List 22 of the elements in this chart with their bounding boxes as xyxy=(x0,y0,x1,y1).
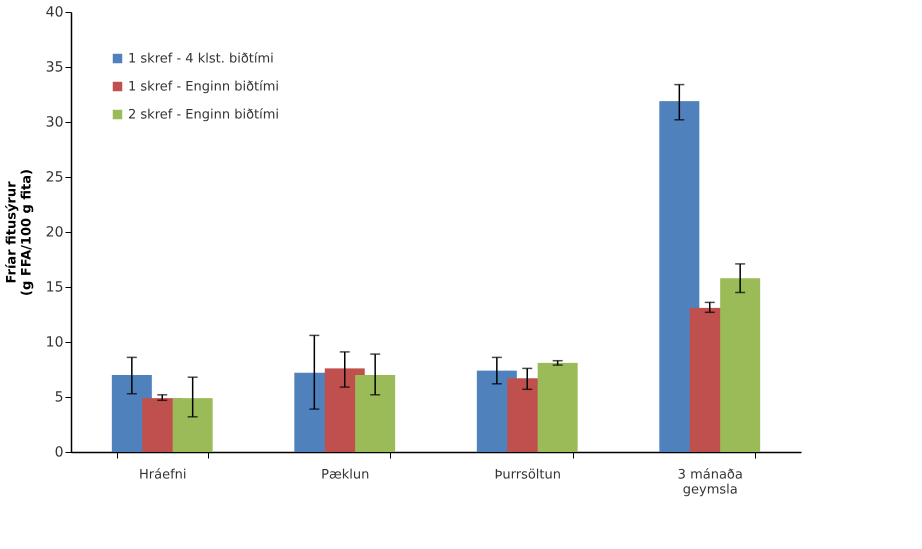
y-axis-title: Fríar fitusýrur (g FFA/100 g fita) xyxy=(4,169,35,296)
x-tick-label: Pæklun xyxy=(321,468,370,482)
y-tick-label: 25 xyxy=(46,170,64,186)
legend-label: 1 skref - Enginn biðtími xyxy=(128,80,280,94)
y-tick-label: 0 xyxy=(54,444,64,460)
bar xyxy=(659,101,700,452)
x-tick-label: Þurrsöltun xyxy=(494,468,561,482)
y-tick-label: 5 xyxy=(54,390,64,406)
y-tick-label: 10 xyxy=(46,334,64,350)
y-tick-label: 35 xyxy=(46,60,64,76)
bar xyxy=(720,278,760,452)
y-tick-label: 20 xyxy=(46,224,64,240)
y-tick-label: 30 xyxy=(46,114,64,130)
x-tick-label: 3 mánaða geymsla xyxy=(678,468,743,498)
x-tick-label: Hráefni xyxy=(138,468,187,482)
bar xyxy=(538,362,578,452)
bar xyxy=(355,375,396,452)
bar xyxy=(172,398,213,452)
legend-label: 1 skref - 4 klst. biðtími xyxy=(128,52,274,66)
y-tick-label: 15 xyxy=(46,280,64,296)
legend-label: 2 skref - Enginn biðtími xyxy=(128,108,280,122)
y-tick-label: 40 xyxy=(46,4,64,20)
